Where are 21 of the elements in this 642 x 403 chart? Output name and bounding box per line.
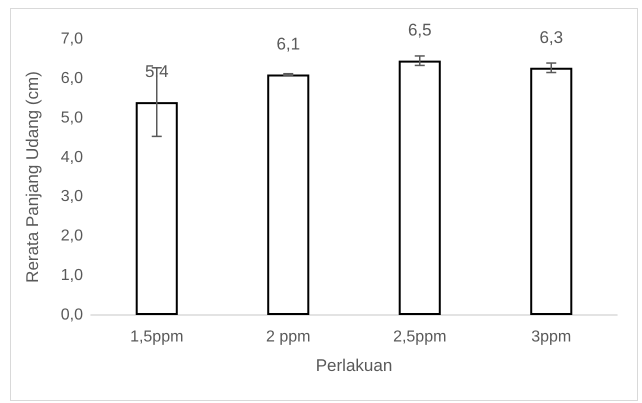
x-tick-label: 1,5ppm	[130, 328, 184, 346]
y-tick-label: 4,0	[60, 148, 84, 166]
y-tick-label: 3,0	[60, 188, 84, 206]
x-axis-title: Perlakuan	[316, 356, 392, 375]
data-label: 6,3	[539, 28, 564, 47]
y-tick-label: 2,0	[60, 228, 84, 245]
y-tick-label: 6,0	[60, 70, 84, 87]
data-label: 6,1	[276, 34, 300, 54]
bar	[267, 74, 310, 315]
y-tick-label: 0,0	[60, 306, 84, 324]
x-tick-label: 2,5ppm	[393, 328, 446, 346]
bar	[530, 68, 572, 315]
y-tick-label: 5,0	[60, 109, 84, 126]
x-tick-label: 2 ppm	[266, 328, 310, 346]
y-tick-label: 7,0	[60, 30, 84, 48]
data-label: 6,5	[408, 20, 432, 40]
bar	[398, 60, 441, 315]
y-axis-title: Rerata Panjang Udang (cm)	[23, 71, 42, 283]
bar	[136, 102, 178, 315]
y-tick-label: 1,0	[60, 267, 84, 284]
x-tick-label: 3ppm	[531, 328, 572, 346]
